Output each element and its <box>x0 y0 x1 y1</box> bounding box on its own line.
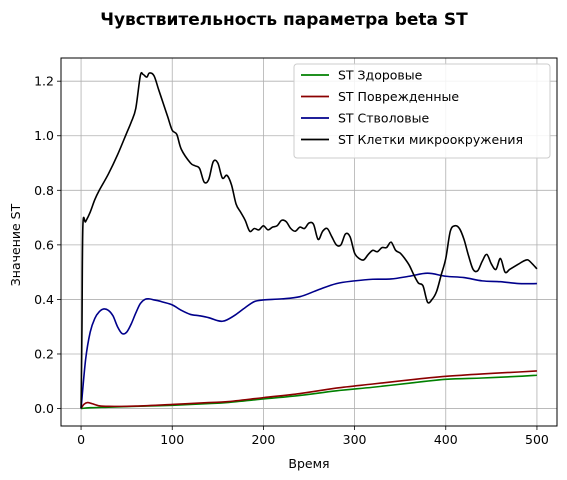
legend-label: ST Клетки микроокружения <box>338 132 523 147</box>
x-tick-label: 400 <box>434 432 458 447</box>
y-tick-label: 0.4 <box>34 292 54 307</box>
chart-title: Чувствительность параметра beta ST <box>100 10 468 30</box>
y-tick-label: 0.6 <box>34 237 54 252</box>
x-tick-label: 100 <box>160 432 184 447</box>
y-axis-label: Значение ST <box>8 203 23 286</box>
x-tick-label: 300 <box>343 432 367 447</box>
y-tick-label: 1.0 <box>34 128 54 143</box>
x-tick-label: 200 <box>251 432 275 447</box>
x-axis-label: Время <box>288 456 329 471</box>
legend-label: ST Здоровые <box>338 68 423 83</box>
x-tick-label: 0 <box>77 432 85 447</box>
y-tick-label: 1.2 <box>34 74 54 89</box>
y-tick-label: 0.2 <box>34 346 54 361</box>
legend: ST Здоровые ST Поврежденные ST Стволовые ST… <box>294 64 550 158</box>
x-tick-label: 500 <box>525 432 549 447</box>
legend-label: ST Стволовые <box>338 111 429 126</box>
y-tick-label: 0.8 <box>34 183 54 198</box>
y-tick-label: 0.0 <box>34 401 54 416</box>
legend-label: ST Поврежденные <box>338 89 459 104</box>
series-line-3 <box>81 273 537 408</box>
series-line-2 <box>81 371 537 409</box>
